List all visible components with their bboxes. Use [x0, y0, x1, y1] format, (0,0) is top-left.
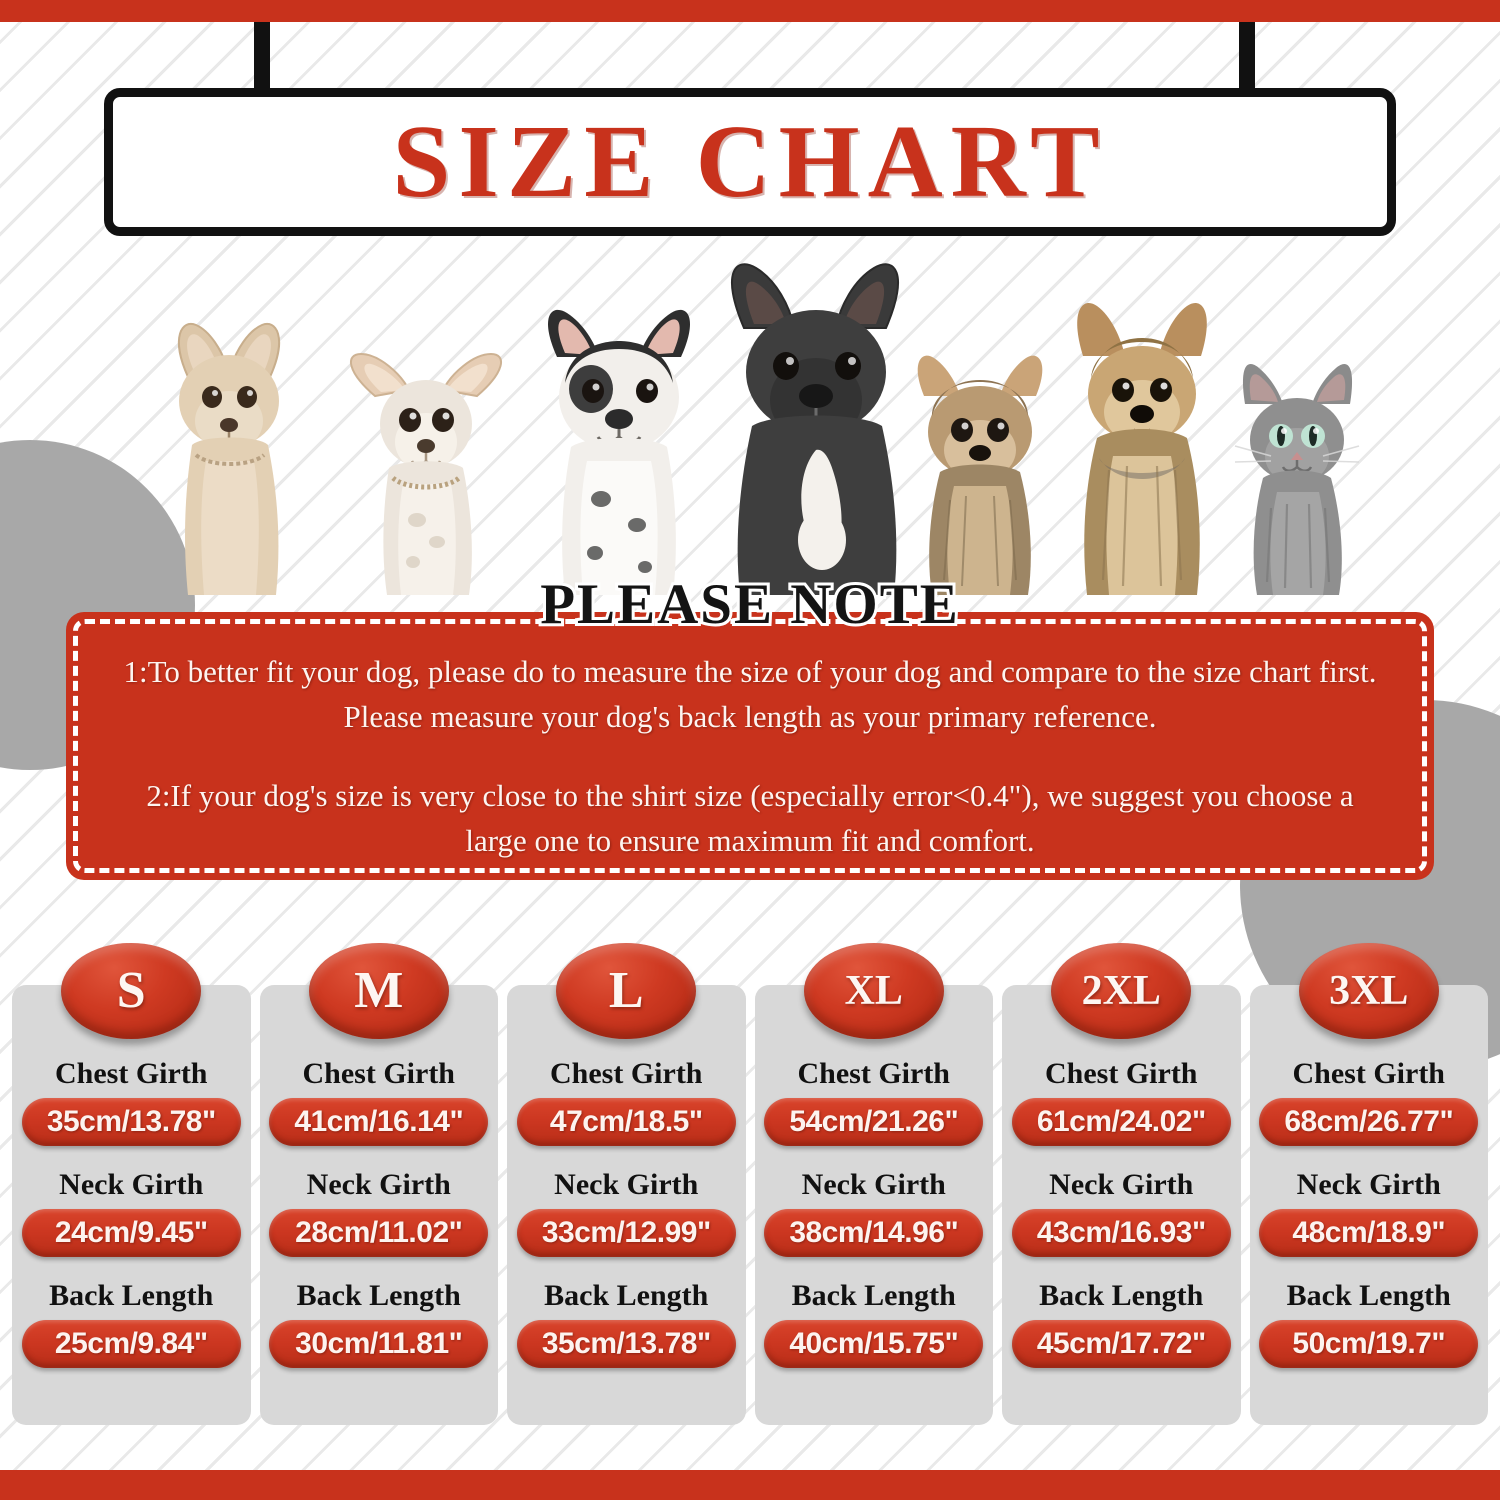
row-back: Back Length 35cm/13.78"	[507, 1279, 746, 1368]
back-length-value: 40cm/15.75"	[764, 1320, 984, 1368]
row-back: Back Length 40cm/15.75"	[755, 1279, 994, 1368]
chest-girth-label: Chest Girth	[55, 1057, 208, 1090]
chest-girth-label: Chest Girth	[550, 1057, 703, 1090]
neck-girth-label: Neck Girth	[1049, 1168, 1194, 1201]
size-card-s[interactable]: S Chest Girth 35cm/13.78" Neck Girth 24c…	[12, 943, 251, 1425]
chest-girth-label: Chest Girth	[797, 1057, 951, 1090]
neck-girth-label: Neck Girth	[554, 1168, 699, 1201]
back-length-value: 45cm/17.72"	[1011, 1320, 1231, 1368]
size-badge-m: M	[308, 943, 449, 1039]
neck-girth-label: Neck Girth	[59, 1168, 204, 1201]
back-length-label: Back Length	[296, 1279, 461, 1312]
row-neck: Neck Girth 33cm/12.99"	[507, 1168, 746, 1257]
pet-grey-cat	[1205, 330, 1390, 595]
neck-girth-label: Neck Girth	[306, 1168, 451, 1201]
size-badge-xl: XL	[803, 943, 944, 1039]
neck-girth-value: 48cm/18.9"	[1259, 1209, 1479, 1257]
size-card-3xl[interactable]: 3XL Chest Girth 68cm/26.77" Neck Girth 4…	[1249, 943, 1489, 1425]
note-line-2: 2:If your dog's size is very close to th…	[146, 777, 1354, 858]
back-length-label: Back Length	[791, 1279, 956, 1312]
neck-girth-value: 28cm/11.02"	[269, 1209, 489, 1257]
neck-girth-value: 43cm/16.93"	[1011, 1209, 1231, 1257]
size-card-2xl[interactable]: 2XL Chest Girth 61cm/24.02" Neck Girth 4…	[1002, 943, 1241, 1425]
row-chest: Chest Girth 47cm/18.5"	[507, 1057, 746, 1146]
pet-yorkshire-terrier-small	[880, 320, 1080, 595]
size-card-xl[interactable]: XL Chest Girth 54cm/21.26" Neck Girth 38…	[754, 943, 994, 1425]
row-back: Back Length 25cm/9.84"	[12, 1279, 251, 1368]
chest-girth-label: Chest Girth	[302, 1057, 456, 1090]
pets-photo-strip	[120, 245, 1390, 595]
size-card-m[interactable]: M Chest Girth 41cm/16.14" Neck Girth 28c…	[259, 943, 499, 1425]
bottom-red-bar	[0, 1470, 1500, 1500]
row-back: Back Length 30cm/11.81"	[260, 1279, 499, 1368]
row-chest: Chest Girth 68cm/26.77"	[1250, 1057, 1489, 1146]
chest-girth-value: 54cm/21.26"	[764, 1098, 984, 1146]
title-sign-board: SIZE CHART	[104, 88, 1396, 236]
row-chest: Chest Girth 35cm/13.78"	[12, 1057, 251, 1146]
chest-girth-value: 47cm/18.5"	[516, 1098, 736, 1146]
pet-chihuahua-white	[325, 310, 540, 595]
pet-yorkshire-terrier-large	[1035, 280, 1250, 595]
row-chest: Chest Girth 54cm/21.26"	[755, 1057, 994, 1146]
chest-girth-value: 35cm/13.78"	[21, 1098, 241, 1146]
size-badge-3xl: 3XL	[1298, 943, 1439, 1039]
neck-girth-value: 38cm/14.96"	[764, 1209, 984, 1257]
size-cards-row: S Chest Girth 35cm/13.78" Neck Girth 24c…	[12, 943, 1489, 1425]
row-neck: Neck Girth 38cm/14.96"	[755, 1168, 994, 1257]
back-length-label: Back Length	[1286, 1279, 1451, 1312]
top-red-bar	[0, 0, 1500, 22]
please-note-title: PLEASE NOTE	[537, 570, 961, 639]
row-chest: Chest Girth 41cm/16.14"	[260, 1057, 499, 1146]
pet-chihuahua-tan	[130, 285, 340, 595]
back-length-label: Back Length	[1039, 1279, 1204, 1312]
size-badge-l: L	[556, 943, 697, 1039]
chest-girth-value: 61cm/24.02"	[1011, 1098, 1231, 1146]
row-back: Back Length 50cm/19.7"	[1250, 1279, 1489, 1368]
neck-girth-label: Neck Girth	[801, 1168, 946, 1201]
back-length-value: 25cm/9.84"	[21, 1320, 241, 1368]
row-back: Back Length 45cm/17.72"	[1002, 1279, 1241, 1368]
neck-girth-label: Neck Girth	[1296, 1168, 1441, 1201]
row-chest: Chest Girth 61cm/24.02"	[1002, 1057, 1241, 1146]
chest-girth-value: 41cm/16.14"	[269, 1098, 489, 1146]
neck-girth-value: 24cm/9.45"	[21, 1209, 241, 1257]
size-badge-s: S	[61, 943, 202, 1039]
row-neck: Neck Girth 48cm/18.9"	[1250, 1168, 1489, 1257]
row-neck: Neck Girth 24cm/9.45"	[12, 1168, 251, 1257]
row-neck: Neck Girth 28cm/11.02"	[260, 1168, 499, 1257]
pet-french-bulldog-puppy	[505, 285, 735, 595]
row-neck: Neck Girth 43cm/16.93"	[1002, 1168, 1241, 1257]
chest-girth-value: 68cm/26.77"	[1259, 1098, 1479, 1146]
neck-girth-value: 33cm/12.99"	[516, 1209, 736, 1257]
pet-french-bulldog-dark	[690, 250, 945, 595]
chest-girth-label: Chest Girth	[1045, 1057, 1198, 1090]
back-length-value: 30cm/11.81"	[269, 1320, 489, 1368]
chest-girth-label: Chest Girth	[1292, 1057, 1446, 1090]
note-line-1: 1:To better fit your dog, please do to m…	[123, 654, 1377, 734]
size-badge-2xl: 2XL	[1051, 943, 1192, 1039]
please-note-box: 1:To better fit your dog, please do to m…	[66, 612, 1434, 880]
back-length-label: Back Length	[49, 1279, 214, 1312]
back-length-value: 35cm/13.78"	[516, 1320, 736, 1368]
size-card-l[interactable]: L Chest Girth 47cm/18.5" Neck Girth 33cm…	[507, 943, 746, 1425]
back-length-value: 50cm/19.7"	[1259, 1320, 1479, 1368]
page-title: SIZE CHART	[392, 104, 1108, 219]
back-length-label: Back Length	[544, 1279, 709, 1312]
